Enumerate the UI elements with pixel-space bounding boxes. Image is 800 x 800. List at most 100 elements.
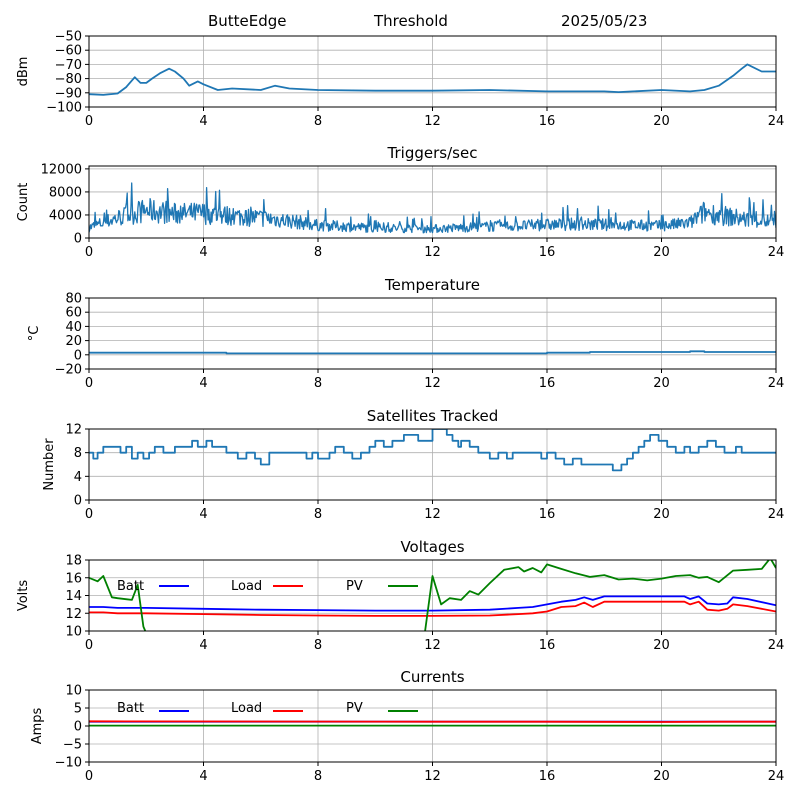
y-axis-label: Count xyxy=(16,183,31,222)
x-tick-label: 20 xyxy=(653,114,670,129)
plot-frame xyxy=(88,35,777,108)
series-line-signal xyxy=(89,63,776,96)
legend-label-batt: Batt xyxy=(117,701,144,716)
y-tick-label: −20 xyxy=(55,363,82,378)
x-tick-label: 24 xyxy=(768,376,785,391)
x-tick-label: 8 xyxy=(314,507,322,522)
y-axis-label: Amps xyxy=(30,707,45,744)
x-tick-label: 20 xyxy=(653,376,670,391)
y-tick-label: 4 xyxy=(74,470,82,485)
panel-title: Triggers/sec xyxy=(387,144,478,162)
x-tick-label: 8 xyxy=(314,114,322,129)
x-tick-label: 0 xyxy=(85,638,93,653)
series-line-load xyxy=(89,600,776,617)
y-tick-label: −100 xyxy=(46,101,82,116)
y-tick-label: 60 xyxy=(65,306,82,321)
x-tick-label: 20 xyxy=(653,638,670,653)
x-tick-label: 12 xyxy=(424,507,441,522)
x-tick-label: 16 xyxy=(539,376,556,391)
x-tick-label: 0 xyxy=(85,376,93,391)
x-tick-label: 20 xyxy=(653,769,670,784)
x-tick-label: 0 xyxy=(85,507,93,522)
series-line-triggers xyxy=(89,182,776,234)
y-tick-label: −10 xyxy=(55,756,82,771)
y-tick-label: 0 xyxy=(74,348,82,363)
legend-label-load: Load xyxy=(231,579,262,594)
panel-title: Voltages xyxy=(400,538,464,556)
plot-frame xyxy=(88,428,777,501)
plot-frame xyxy=(88,297,777,370)
x-tick-label: 8 xyxy=(314,638,322,653)
y-tick-label: 80 xyxy=(65,292,82,307)
y-tick-label: 0 xyxy=(74,720,82,735)
x-tick-label: 24 xyxy=(768,638,785,653)
y-axis-label: Volts xyxy=(16,580,31,612)
y-tick-label: −80 xyxy=(55,72,82,87)
plot-frame xyxy=(88,559,777,632)
x-tick-label: 0 xyxy=(85,114,93,129)
x-tick-label: 4 xyxy=(199,507,207,522)
y-tick-label: −60 xyxy=(55,44,82,59)
x-tick-label: 4 xyxy=(199,114,207,129)
x-tick-label: 16 xyxy=(539,507,556,522)
x-tick-label: 0 xyxy=(85,769,93,784)
x-tick-label: 8 xyxy=(314,245,322,260)
x-tick-label: 24 xyxy=(768,769,785,784)
x-tick-label: 16 xyxy=(539,245,556,260)
y-tick-label: −50 xyxy=(55,30,82,45)
x-tick-label: 20 xyxy=(653,245,670,260)
y-tick-label: 8 xyxy=(74,446,82,461)
y-tick-label: 0 xyxy=(74,494,82,509)
y-axis-label: Number xyxy=(42,438,57,491)
x-tick-label: 12 xyxy=(424,114,441,129)
legend-label-batt: Batt xyxy=(117,579,144,594)
series-line-temperature xyxy=(89,350,776,355)
header-date: 2025/05/23 xyxy=(561,12,648,30)
y-tick-label: −70 xyxy=(55,58,82,73)
legend-label-load: Load xyxy=(231,701,262,716)
y-tick-label: 10 xyxy=(65,684,82,699)
y-tick-label: 10 xyxy=(65,625,82,640)
y-tick-label: 18 xyxy=(65,554,82,569)
x-tick-label: 16 xyxy=(539,769,556,784)
x-tick-label: 24 xyxy=(768,507,785,522)
plot-frame xyxy=(88,689,777,763)
x-tick-label: 4 xyxy=(199,769,207,784)
series-line-batt xyxy=(89,595,776,612)
panel-title: Temperature xyxy=(384,276,480,294)
x-tick-label: 4 xyxy=(199,638,207,653)
series-line-pv xyxy=(89,560,776,631)
y-tick-label: 20 xyxy=(65,334,82,349)
legend-label-pv: PV xyxy=(346,701,363,716)
x-tick-label: 12 xyxy=(424,638,441,653)
x-tick-label: 0 xyxy=(85,245,93,260)
y-tick-label: −90 xyxy=(55,86,82,101)
x-tick-label: 8 xyxy=(314,376,322,391)
x-tick-label: 8 xyxy=(314,769,322,784)
y-tick-label: 0 xyxy=(74,232,82,247)
y-tick-label: 12 xyxy=(65,423,82,438)
x-tick-label: 16 xyxy=(539,638,556,653)
x-tick-label: 4 xyxy=(199,245,207,260)
y-tick-label: 40 xyxy=(65,320,82,335)
y-axis-label: °C xyxy=(27,326,42,342)
series-line-satellites xyxy=(89,429,776,472)
y-tick-label: 12000 xyxy=(41,162,82,177)
y-tick-label: 12 xyxy=(65,607,82,622)
series-line-load xyxy=(89,720,776,723)
x-tick-label: 16 xyxy=(539,114,556,129)
x-tick-label: 24 xyxy=(768,245,785,260)
panel-title: Satellites Tracked xyxy=(367,407,498,425)
header-station: ButteEdge xyxy=(208,12,287,30)
y-tick-label: 16 xyxy=(65,571,82,586)
plot-frame xyxy=(88,165,777,239)
y-tick-label: 5 xyxy=(74,702,82,717)
y-tick-label: 8000 xyxy=(49,185,82,200)
y-tick-label: 14 xyxy=(65,589,82,604)
x-tick-label: 12 xyxy=(424,769,441,784)
legend-label-pv: PV xyxy=(346,579,363,594)
y-tick-label: −5 xyxy=(63,738,82,753)
x-tick-label: 4 xyxy=(199,376,207,391)
